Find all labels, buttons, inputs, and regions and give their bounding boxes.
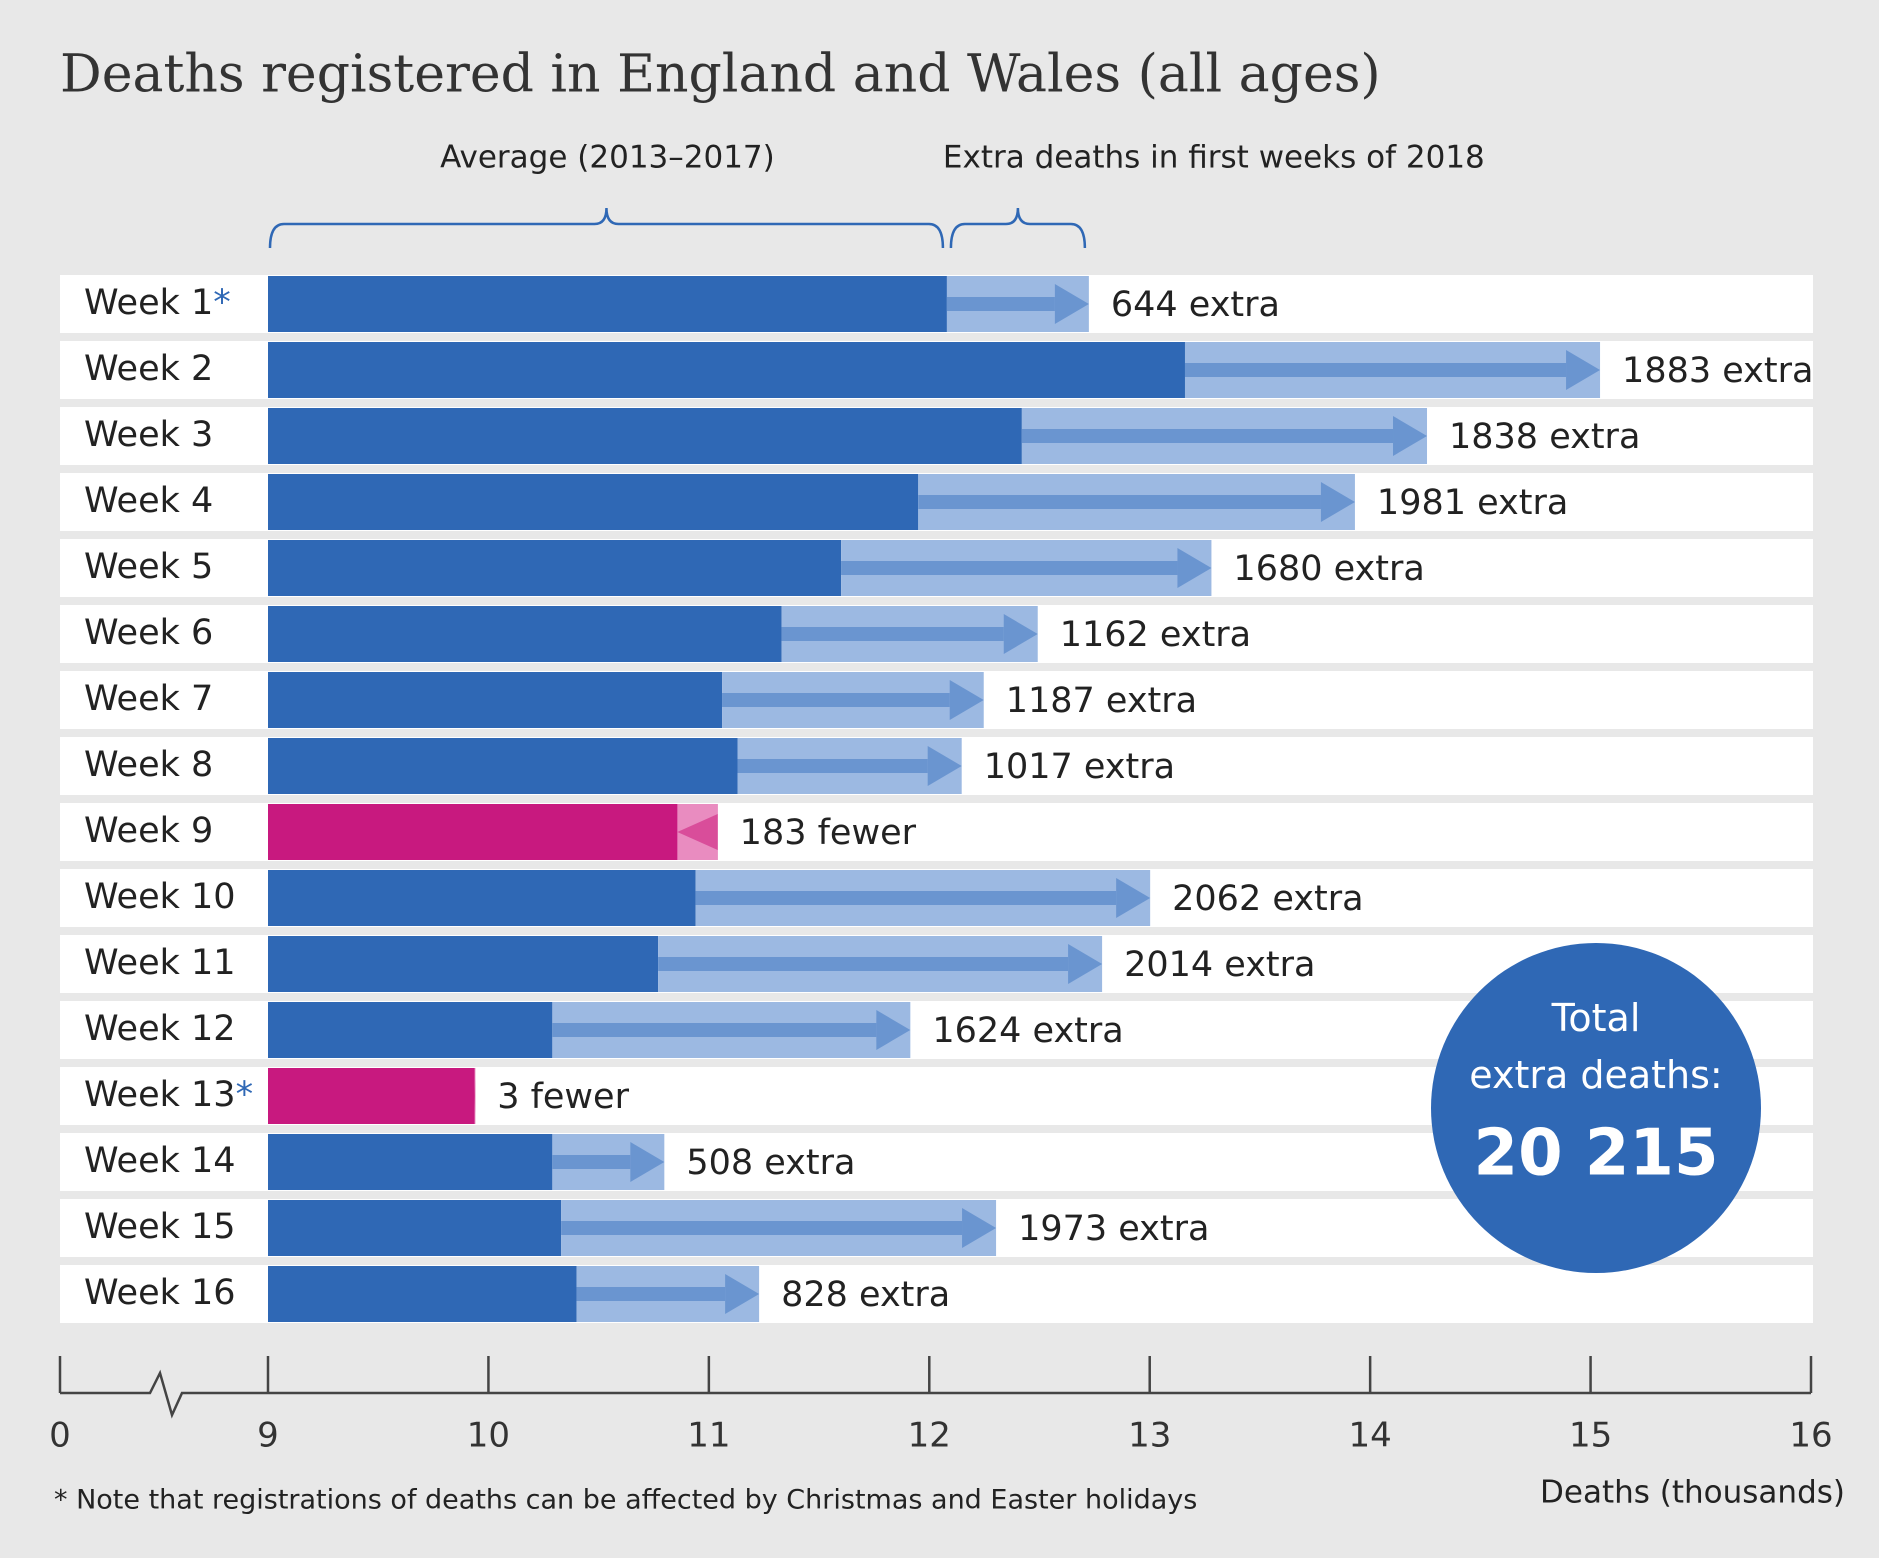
arrow-shaft — [737, 759, 928, 773]
chart-title: Deaths registered in England and Wales (… — [60, 45, 1381, 105]
y-tick-label: Week 12 — [84, 1009, 236, 1049]
arrow-head — [725, 1274, 760, 1314]
y-tick-label: Week 14 — [84, 1141, 236, 1181]
arrow-shaft — [946, 297, 1055, 311]
value-label: 2014 extra — [1124, 945, 1315, 985]
x-tick-label: 15 — [1569, 1416, 1612, 1456]
arrow-shaft — [781, 627, 1004, 641]
y-tick-label: Week 7 — [84, 679, 213, 719]
y-tick-label: Week 5 — [84, 547, 213, 587]
arrow-head — [927, 746, 962, 786]
y-tick-label: Week 3 — [84, 415, 213, 455]
y-tick-label: Week 10 — [84, 877, 236, 917]
arrow-shaft — [695, 891, 1117, 905]
x-axis — [60, 1369, 1811, 1419]
average-bar — [268, 936, 659, 992]
value-label: 644 extra — [1111, 285, 1280, 325]
y-tick-label: Week 11 — [84, 943, 236, 983]
arrow-shaft — [552, 1023, 877, 1037]
value-label: 1973 extra — [1018, 1209, 1209, 1249]
arrow-shaft — [561, 1221, 963, 1235]
value-label: 508 extra — [686, 1143, 855, 1183]
value-label: 3 fewer — [497, 1077, 629, 1117]
y-tick-label: Week 6 — [84, 613, 213, 653]
average-bar — [268, 870, 696, 926]
value-label: 1017 extra — [984, 747, 1175, 787]
legend-label: Average (2013–2017) — [440, 140, 775, 176]
x-axis-label: Deaths (thousands) — [1540, 1475, 1845, 1511]
average-bar — [268, 1068, 476, 1124]
annotation-text: Total extra deaths: — [1469, 996, 1722, 1097]
average-bar — [268, 1200, 562, 1256]
total-badge — [1431, 943, 1761, 1273]
brace — [949, 207, 1087, 249]
value-label: 2062 extra — [1172, 879, 1363, 919]
x-tick-label: 10 — [467, 1416, 510, 1456]
arrow-shaft — [918, 495, 1321, 509]
annotation-value: 20 215 — [1474, 1117, 1719, 1191]
y-tick-label: Week 13* — [84, 1075, 253, 1115]
arrow-head — [1003, 614, 1038, 654]
value-label: 1883 extra — [1622, 351, 1813, 391]
legend-label: Extra deaths in first weeks of 2018 — [943, 140, 1485, 176]
footnote: * Note that registrations of deaths can … — [54, 1485, 1197, 1516]
y-tick-label: Week 8 — [84, 745, 213, 785]
arrow-shaft — [1184, 363, 1567, 377]
average-bar — [268, 672, 723, 728]
average-bar — [268, 804, 718, 860]
arrow-shaft — [552, 1155, 631, 1169]
arrow-head — [630, 1142, 665, 1182]
x-tick-label: 14 — [1349, 1416, 1392, 1456]
arrow-shaft — [576, 1287, 726, 1301]
arrow-shaft — [658, 957, 1069, 971]
arrow-head — [1054, 284, 1089, 324]
value-label: 1162 extra — [1060, 615, 1251, 655]
arrow-head — [949, 680, 984, 720]
y-tick-label: Week 4 — [84, 481, 213, 521]
y-tick-label: Week 15 — [84, 1207, 236, 1247]
value-label: 1624 extra — [932, 1011, 1123, 1051]
arrow-shaft — [1021, 429, 1394, 443]
average-bar — [268, 738, 738, 794]
average-bar — [268, 342, 1185, 398]
value-label: 1680 extra — [1233, 549, 1424, 589]
y-tick-label: Week 9 — [84, 811, 213, 851]
arrow-head — [1320, 482, 1355, 522]
arrow-head — [474, 1078, 476, 1114]
arrow-head — [1566, 350, 1601, 390]
x-tick-label: 0 — [49, 1416, 71, 1456]
x-tick-label: 12 — [908, 1416, 951, 1456]
average-bar — [268, 408, 1022, 464]
average-bar — [268, 1002, 553, 1058]
y-tick-label: Week 1* — [84, 283, 231, 323]
arrow-shaft — [722, 693, 950, 707]
arrow-head — [1393, 416, 1428, 456]
arrow-head — [876, 1010, 911, 1050]
y-tick-label: Week 2 — [84, 349, 213, 389]
arrow-head — [1068, 944, 1103, 984]
average-bar — [268, 474, 919, 530]
x-tick-label: 9 — [257, 1416, 279, 1456]
value-label: 1981 extra — [1377, 483, 1568, 523]
x-tick-label: 16 — [1789, 1416, 1832, 1456]
arrow-head — [677, 814, 718, 850]
arrow-head — [1177, 548, 1212, 588]
average-bar — [268, 540, 842, 596]
average-bar — [268, 1266, 577, 1322]
average-bar — [268, 1134, 553, 1190]
brace — [268, 207, 945, 249]
average-bar — [268, 606, 782, 662]
average-bar — [268, 276, 947, 332]
arrow-head — [1116, 878, 1151, 918]
value-label: 183 fewer — [740, 813, 917, 853]
x-tick-label: 11 — [687, 1416, 730, 1456]
arrow-shaft — [841, 561, 1178, 575]
arrow-head — [962, 1208, 997, 1248]
y-tick-label: Week 16 — [84, 1273, 236, 1313]
x-tick-label: 13 — [1128, 1416, 1171, 1456]
value-label: 828 extra — [781, 1275, 950, 1315]
value-label: 1187 extra — [1006, 681, 1197, 721]
value-label: 1838 extra — [1449, 417, 1640, 457]
